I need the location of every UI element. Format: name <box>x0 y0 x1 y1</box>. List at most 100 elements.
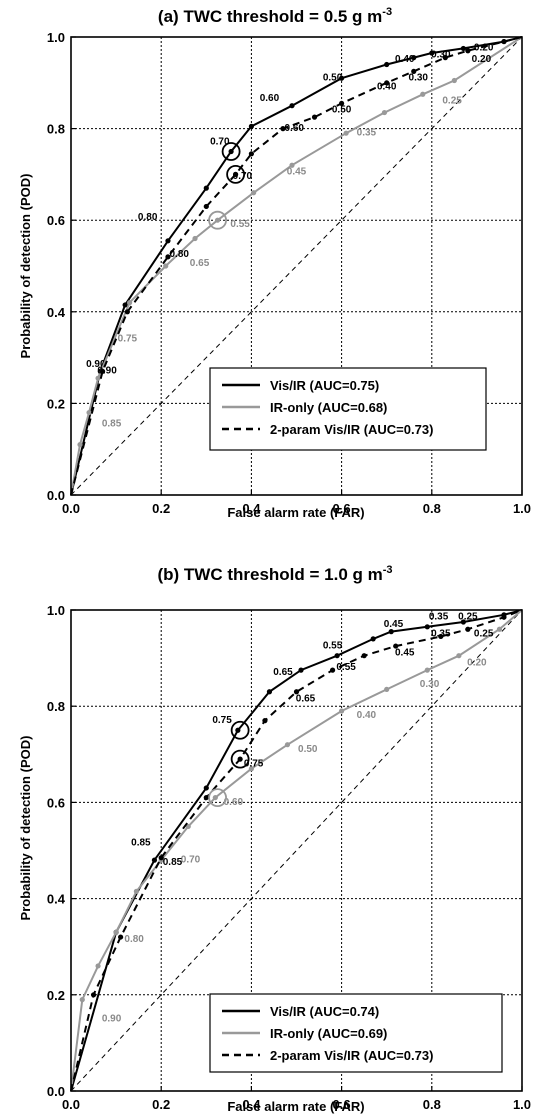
series-point-2 <box>420 91 426 97</box>
threshold-label: 0.60 <box>285 123 305 134</box>
series-point-3 <box>203 794 209 801</box>
series-point-2 <box>113 929 119 935</box>
series-point-2 <box>381 109 388 116</box>
series-point-3 <box>384 80 390 86</box>
x-tick-label: 0.8 <box>423 501 441 516</box>
x-tick-label: 0.0 <box>62 1097 80 1112</box>
threshold-label: 0.85 <box>102 418 122 429</box>
series-point-3 <box>393 643 399 649</box>
series-point-3 <box>411 68 417 74</box>
y-tick-label: 0.0 <box>47 488 65 503</box>
series-line-1 <box>70 609 523 1092</box>
threshold-label: 0.40 <box>395 54 415 65</box>
series-point-2 <box>163 263 169 269</box>
x-tick-label: 1.0 <box>513 501 531 516</box>
threshold-label: 0.75 <box>244 758 264 769</box>
threshold-label: 0.50 <box>323 73 343 84</box>
y-tick-label: 0.2 <box>47 988 65 1003</box>
threshold-label: 0.25 <box>474 628 494 639</box>
x-axis-label: False alarm rate (FAR) <box>227 505 364 520</box>
circled-point-marker <box>208 210 227 230</box>
series-point-1 <box>339 75 345 81</box>
legend-label: 2-param Vis/IR (AUC=0.73) <box>270 422 433 437</box>
roc-chart-panel-b: (b) TWC threshold = 1.0 g m-3 0.850.750.… <box>18 564 531 1114</box>
series-point-1 <box>289 103 295 109</box>
threshold-label: 0.20 <box>467 657 487 668</box>
plot-area: 0.85 0.75 0.65 0.55 0.45 0.35 0.25 0.90 0.80 0.70… <box>47 603 531 1112</box>
series-point-1 <box>388 629 394 635</box>
threshold-label: 0.65 <box>190 258 210 269</box>
series-point-2 <box>384 686 390 692</box>
threshold-label: 0.80 <box>124 934 144 945</box>
series-point-3 <box>158 855 164 861</box>
threshold-label: 0.75 <box>118 334 138 345</box>
series-point-3 <box>501 38 507 45</box>
y-tick-label: 0.4 <box>47 305 66 320</box>
legend-label: Vis/IR (AUC=0.75) <box>270 378 379 393</box>
series-point-3 <box>339 100 345 107</box>
series-line-2 <box>70 609 523 1092</box>
series-point-2 <box>289 162 295 168</box>
roc-chart-panel-a: (a) TWC threshold = 0.5 g m-3 0.900.800.… <box>18 6 531 520</box>
series-point-3 <box>311 114 318 120</box>
legend-label: IR-only (AUC=0.69) <box>270 1026 387 1041</box>
threshold-label: 0.20 <box>472 54 492 65</box>
series-point-2 <box>284 742 291 748</box>
series-point-3 <box>118 934 124 940</box>
series-point-3 <box>248 151 254 157</box>
series-point-1 <box>248 123 254 129</box>
series-point-2 <box>456 653 462 659</box>
threshold-label: 0.45 <box>395 648 415 659</box>
series-point-2 <box>251 190 257 196</box>
threshold-label: 0.40 <box>377 82 397 93</box>
legend-label: Vis/IR (AUC=0.74) <box>270 1004 379 1019</box>
threshold-label: 0.30 <box>409 73 429 84</box>
threshold-label: 0.75 <box>212 715 232 726</box>
series-point-1 <box>384 61 390 68</box>
series-point-2 <box>339 708 345 714</box>
series-point-2 <box>496 626 503 632</box>
series-point-1 <box>429 50 435 56</box>
series-point-3 <box>465 626 471 632</box>
series-point-2 <box>127 300 133 306</box>
threshold-label: 0.70 <box>181 855 201 866</box>
plot-area: 0.90 0.80 0.70 0.60 0.50 0.40 0.30 0.20 0.85 0.75… <box>47 30 531 516</box>
series-point-1 <box>122 302 128 308</box>
plot-frame <box>70 36 523 496</box>
series-point-3 <box>501 614 507 620</box>
series-line-3 <box>70 609 523 1092</box>
series-point-1 <box>203 785 209 791</box>
threshold-label: 0.70 <box>233 171 253 182</box>
chart-title-sup: -3 <box>383 564 393 576</box>
series-point-2 <box>95 963 101 969</box>
series-point-3 <box>90 992 97 998</box>
threshold-label: 0.45 <box>384 619 404 630</box>
threshold-label: 0.85 <box>163 857 183 868</box>
threshold-label: 0.30 <box>431 50 451 61</box>
y-tick-label: 0.6 <box>47 213 65 228</box>
chart-panel-letter: (b) <box>157 565 179 584</box>
y-tick-label: 0.8 <box>47 122 65 137</box>
x-tick-label: 1.0 <box>513 1097 531 1112</box>
threshold-label: 0.90 <box>86 359 106 370</box>
circled-point-marker <box>221 142 241 161</box>
series-point-1 <box>460 45 466 52</box>
threshold-label: 0.25 <box>442 95 462 106</box>
series-point-3 <box>237 756 243 762</box>
series-point-3 <box>329 667 336 673</box>
threshold-label: 0.45 <box>287 166 307 177</box>
series-point-2 <box>248 766 254 772</box>
y-tick-label: 1.0 <box>47 603 65 618</box>
series-point-1 <box>460 619 466 625</box>
legend-label: IR-only (AUC=0.68) <box>270 400 387 415</box>
series-point-2 <box>133 888 139 894</box>
x-tick-label: 0.2 <box>152 1097 170 1112</box>
series-point-2 <box>192 235 198 242</box>
x-tick-label: 0.6 <box>333 1097 351 1112</box>
series-point-1 <box>334 653 340 659</box>
series-point-3 <box>262 718 268 724</box>
diagonal-reference-line <box>70 609 523 1092</box>
circled-point-marker <box>230 720 250 740</box>
threshold-label: 0.60 <box>260 93 280 104</box>
threshold-label: 0.85 <box>131 838 151 849</box>
